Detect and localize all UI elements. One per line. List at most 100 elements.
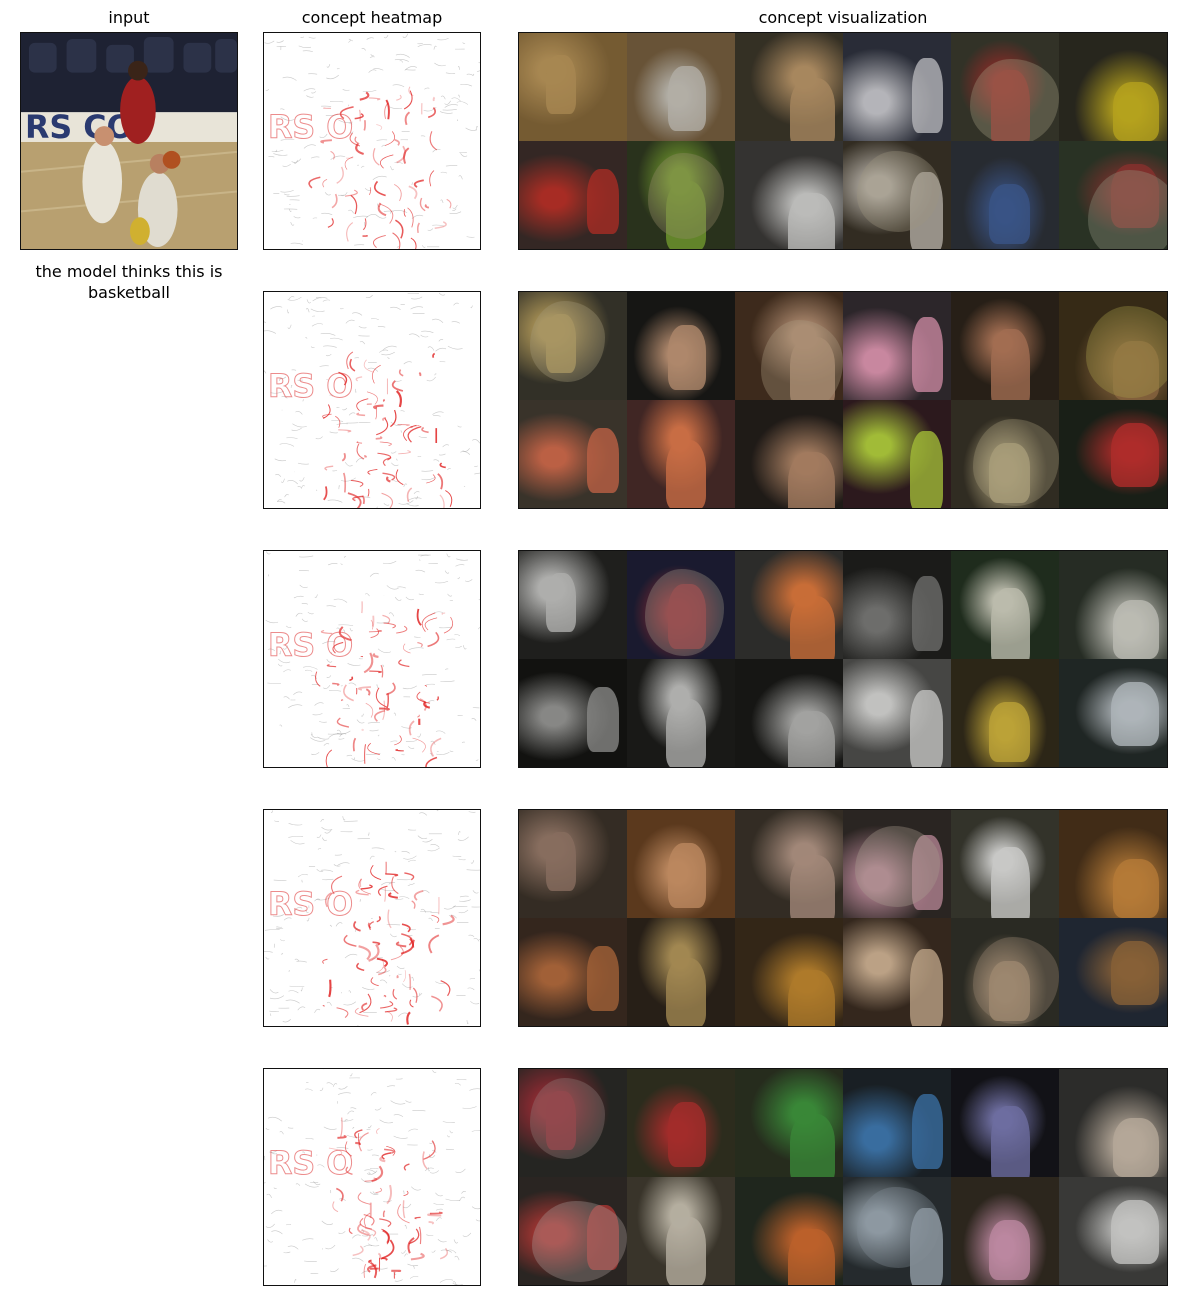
dim-overlay xyxy=(1059,918,1167,1026)
subject-figure xyxy=(1110,422,1160,488)
subject-figure xyxy=(790,1114,836,1177)
subject-figure xyxy=(668,584,706,650)
dim-overlay xyxy=(627,810,735,918)
concept-example-image xyxy=(1059,33,1167,141)
highlight-region xyxy=(854,826,941,908)
concept-example-image xyxy=(1059,810,1167,918)
concept-visualization-5 xyxy=(518,1068,1168,1286)
subject-figure xyxy=(546,831,577,891)
concept-example-image xyxy=(951,400,1059,508)
dim-overlay xyxy=(1059,810,1167,918)
subject-figure xyxy=(1110,681,1160,747)
concept-example-image xyxy=(735,1069,843,1177)
concept-example-image xyxy=(627,1069,735,1177)
subject-figure xyxy=(990,587,1030,659)
dim-overlay xyxy=(519,551,627,659)
concept-example-image xyxy=(1059,659,1167,767)
dim-overlay xyxy=(735,1177,843,1285)
concept-visualization-2 xyxy=(518,291,1168,509)
subject-figure xyxy=(665,180,706,249)
dim-overlay xyxy=(735,33,843,141)
concept-example-image xyxy=(735,1177,843,1285)
concept-example-image xyxy=(627,141,735,249)
concept-example-image xyxy=(1059,1069,1167,1177)
dim-overlay xyxy=(627,400,735,508)
subject-figure xyxy=(912,1093,944,1170)
concept-visualization-4 xyxy=(518,809,1168,1027)
dim-overlay xyxy=(951,33,1059,141)
dim-overlay xyxy=(843,33,951,141)
dim-overlay xyxy=(735,659,843,767)
concept-example-image xyxy=(735,918,843,1026)
dim-overlay xyxy=(627,659,735,767)
subject-figure xyxy=(909,949,944,1026)
subject-figure xyxy=(990,69,1030,141)
highlight-region xyxy=(1088,170,1167,249)
concept-example-image xyxy=(519,141,627,249)
dim-overlay xyxy=(735,1069,843,1177)
dim-overlay xyxy=(735,141,843,249)
concept-example-image xyxy=(627,1177,735,1285)
dim-overlay xyxy=(627,33,735,141)
dim-overlay xyxy=(519,33,627,141)
concept-example-image xyxy=(1059,400,1167,508)
svg-text:RS O: RS O xyxy=(268,628,353,664)
dim-overlay xyxy=(519,292,627,400)
subject-figure xyxy=(912,57,944,134)
subject-figure xyxy=(912,834,944,911)
subject-figure xyxy=(909,1208,944,1285)
concept-heatmap-4: RS O xyxy=(263,809,481,1027)
dim-overlay xyxy=(951,918,1059,1026)
subject-figure xyxy=(668,66,706,132)
concept-example-image xyxy=(843,141,951,249)
subject-figure xyxy=(546,1090,577,1150)
subject-figure xyxy=(587,428,620,493)
dim-overlay xyxy=(519,400,627,508)
concept-example-image xyxy=(735,33,843,141)
highlight-region xyxy=(529,1077,606,1159)
subject-figure xyxy=(988,184,1030,244)
dim-overlay xyxy=(843,292,951,400)
concept-example-image xyxy=(843,810,951,918)
subject-figure xyxy=(909,690,944,767)
subject-figure xyxy=(665,698,706,767)
dim-overlay xyxy=(519,1177,627,1285)
dim-overlay xyxy=(627,1177,735,1285)
svg-text:RS O: RS O xyxy=(268,887,353,923)
dim-overlay xyxy=(735,400,843,508)
subject-figure xyxy=(665,1216,706,1285)
highlight-region xyxy=(970,58,1059,141)
concept-example-image xyxy=(951,551,1059,659)
concept-example-image xyxy=(1059,141,1167,249)
concept-example-image xyxy=(951,659,1059,767)
dim-overlay xyxy=(627,292,735,400)
concept-example-image xyxy=(843,400,951,508)
subject-figure xyxy=(587,687,620,752)
subject-figure xyxy=(1113,599,1160,659)
subject-figure xyxy=(787,710,836,767)
dim-overlay xyxy=(1059,1177,1167,1285)
concept-example-image xyxy=(843,659,951,767)
concept-example-image xyxy=(1059,918,1167,1026)
dim-overlay xyxy=(519,659,627,767)
heatmap-edges: RS O xyxy=(264,292,480,508)
subject-figure xyxy=(787,192,836,249)
concept-example-image xyxy=(627,810,735,918)
concept-example-image xyxy=(1059,551,1167,659)
dim-overlay xyxy=(951,400,1059,508)
heatmap-edges: RS O xyxy=(264,810,480,1026)
concept-example-image xyxy=(843,33,951,141)
highlight-region xyxy=(760,320,843,400)
highlight-region xyxy=(529,300,606,382)
dim-overlay xyxy=(519,141,627,249)
concept-example-image xyxy=(843,918,951,1026)
heatmap-edges: RS O xyxy=(264,1069,480,1285)
concept-image-grid xyxy=(519,1069,1167,1285)
concept-example-image xyxy=(843,292,951,400)
visualization-column-title: concept visualization xyxy=(758,8,928,27)
concept-image-grid xyxy=(519,810,1167,1026)
concept-example-image xyxy=(519,810,627,918)
dim-overlay xyxy=(843,918,951,1026)
dim-overlay xyxy=(1059,141,1167,249)
dim-overlay xyxy=(843,400,951,508)
